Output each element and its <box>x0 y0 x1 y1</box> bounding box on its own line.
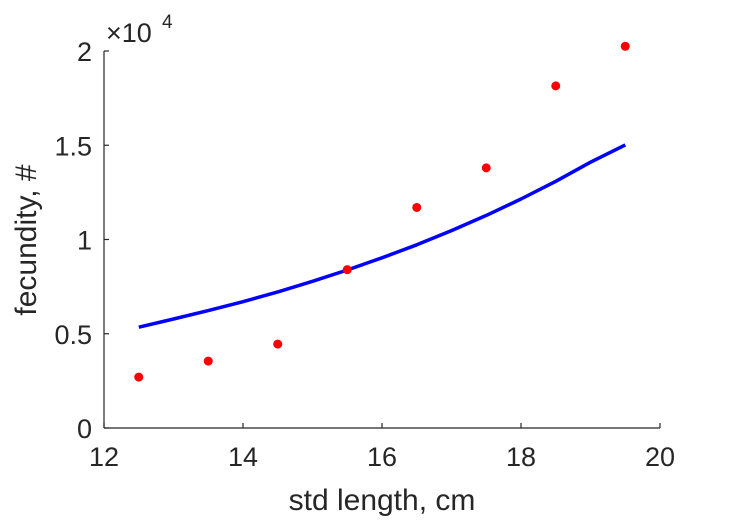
x-tick-label: 20 <box>645 442 675 472</box>
y-exponent-base: ×10 <box>106 18 152 48</box>
data-point <box>342 265 352 275</box>
data-point <box>481 163 491 173</box>
data-point <box>273 339 283 349</box>
x-tick-label: 14 <box>228 442 258 472</box>
y-ticks: 0 0.5 1 1.5 2 <box>54 37 109 444</box>
plot-area: 12 14 16 18 20 0 0.5 1 1.5 2 <box>54 37 675 472</box>
data-point <box>134 372 144 382</box>
y-tick-label: 2 <box>77 37 92 67</box>
y-tick-label: 1.5 <box>54 131 92 161</box>
y-axis-label: fecundity, # <box>10 164 43 316</box>
series-layer <box>134 41 630 382</box>
y-tick-label: 0 <box>77 414 92 444</box>
x-tick-label: 18 <box>506 442 536 472</box>
data-point <box>412 202 422 212</box>
y-tick-label: 0.5 <box>54 320 92 350</box>
x-axis-label: std length, cm <box>289 484 476 517</box>
x-tick-label: 12 <box>89 442 119 472</box>
data-point <box>551 81 561 91</box>
y-exponent-power: 4 <box>162 12 173 33</box>
y-tick-label: 1 <box>77 226 92 256</box>
fit-line <box>138 143 627 329</box>
x-tick-label: 16 <box>367 442 397 472</box>
data-point <box>620 41 630 51</box>
x-ticks: 12 14 16 18 20 <box>89 423 675 472</box>
data-point <box>203 356 213 366</box>
